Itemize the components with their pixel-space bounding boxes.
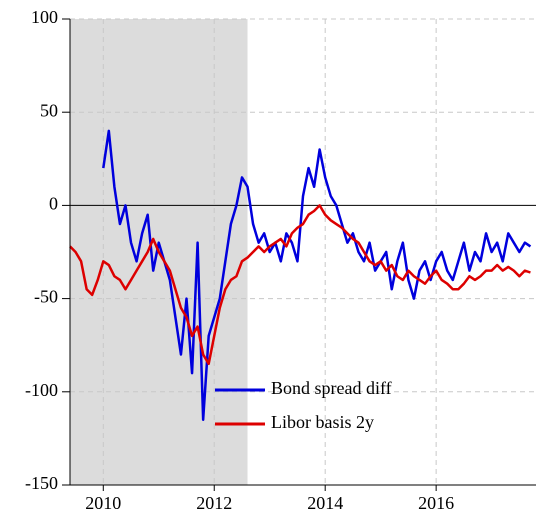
x-tick-label: 2012 <box>196 493 232 513</box>
y-tick-label: -50 <box>34 287 58 307</box>
y-tick-label: -100 <box>25 380 58 400</box>
y-tick-label: -150 <box>25 473 58 493</box>
y-tick-label: 100 <box>31 7 58 27</box>
x-tick-label: 2016 <box>418 493 454 513</box>
x-tick-label: 2014 <box>307 493 343 513</box>
y-tick-label: 0 <box>49 194 58 214</box>
series-line <box>102 129 532 422</box>
legend-label: Libor basis 2y <box>271 412 374 432</box>
legend-label: Bond spread diff <box>271 378 392 398</box>
y-tick-label: 50 <box>40 100 58 120</box>
series-line <box>69 204 531 366</box>
x-tick-label: 2010 <box>85 493 121 513</box>
